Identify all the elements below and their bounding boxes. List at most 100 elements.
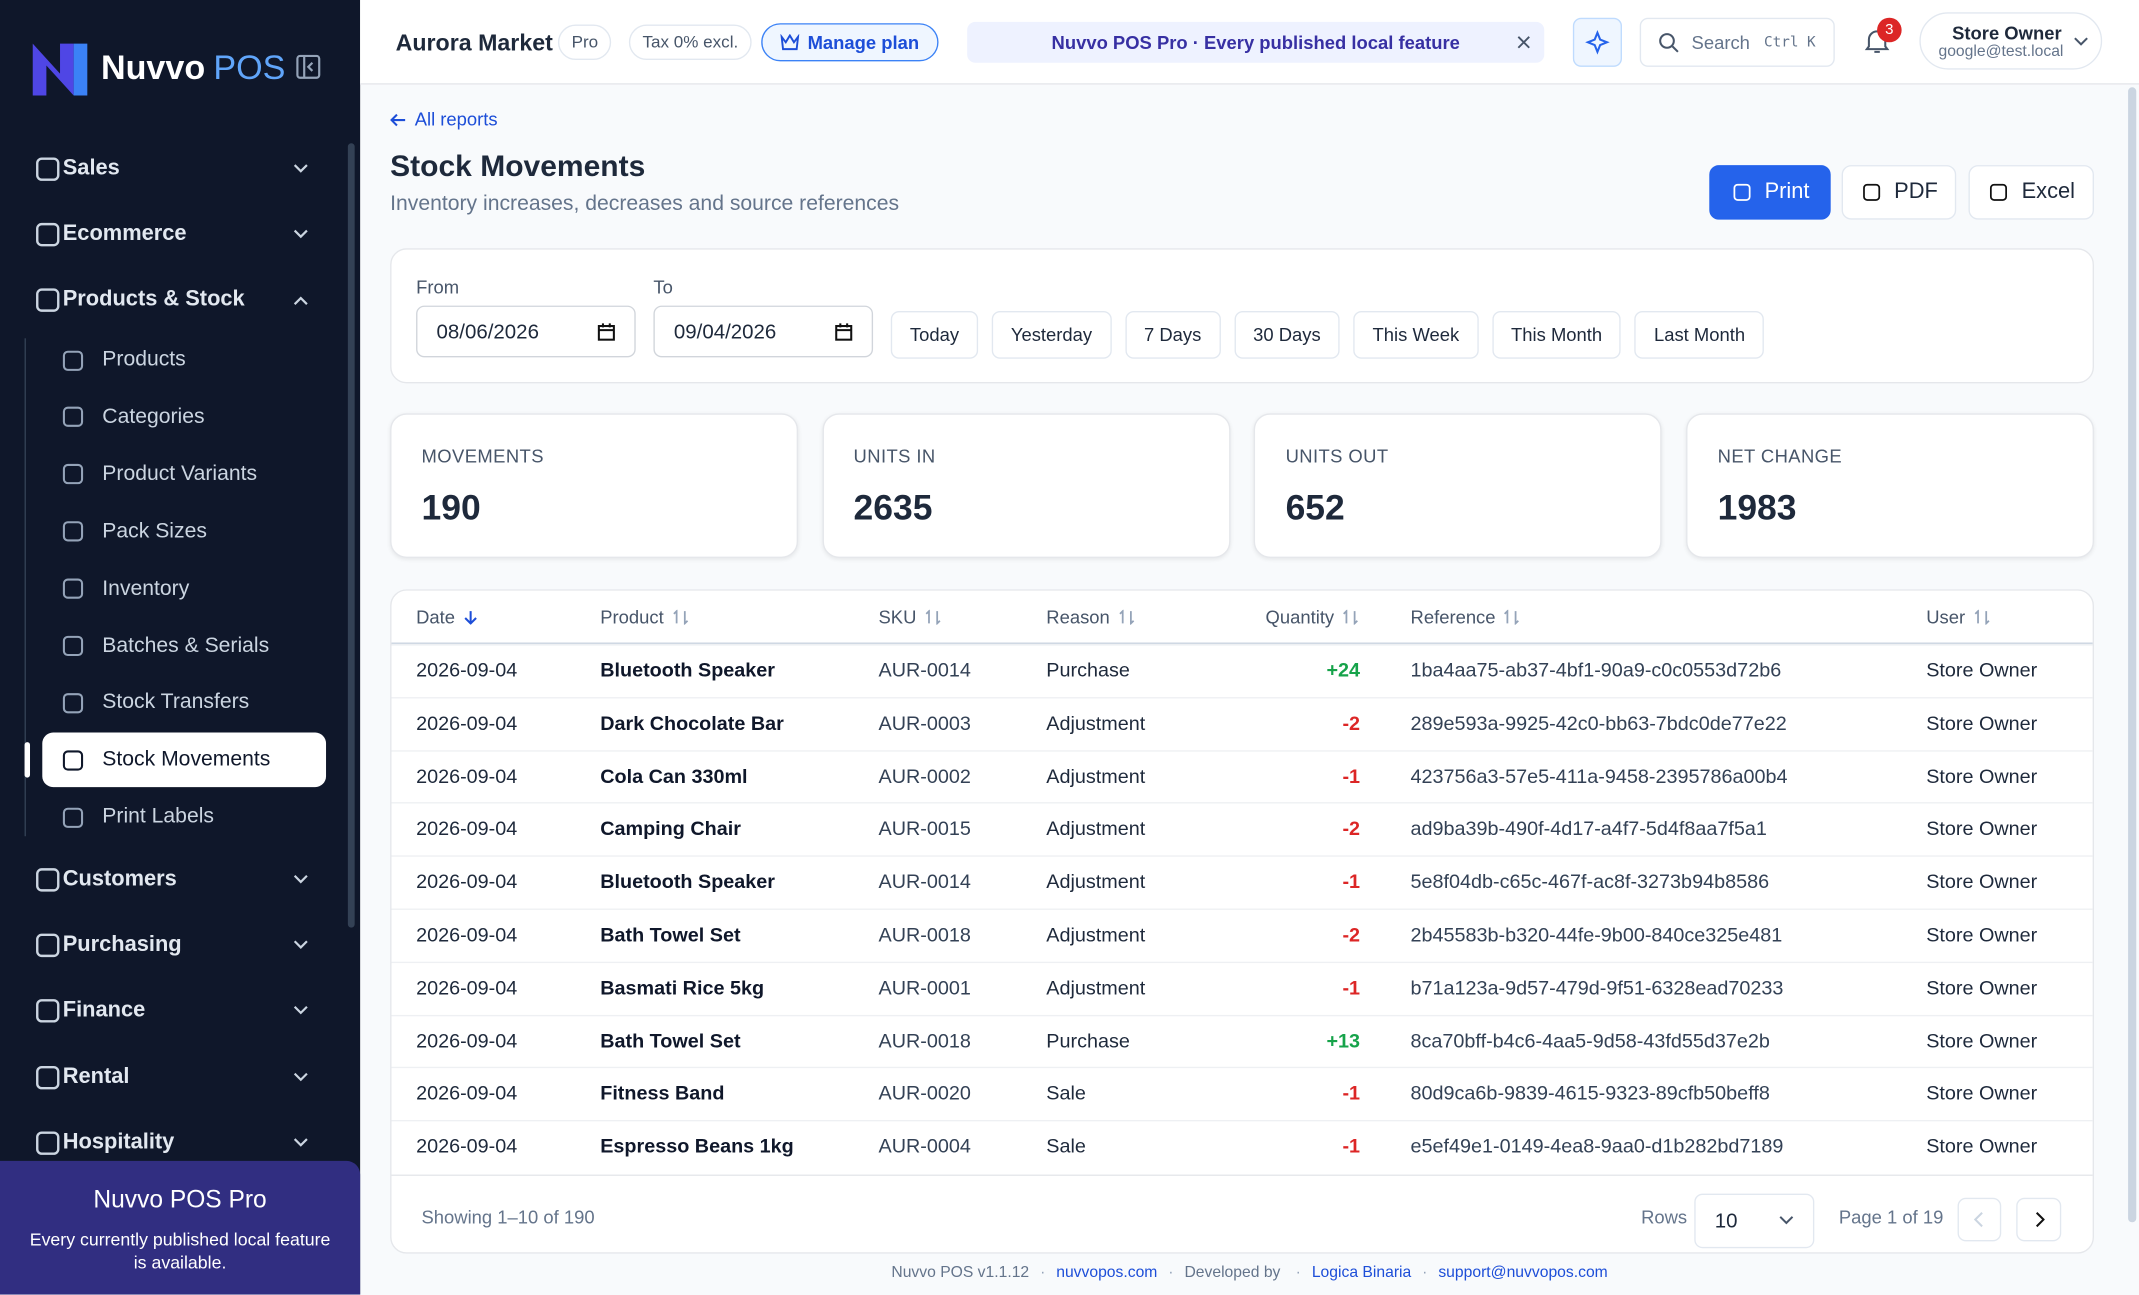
footer-dev[interactable]: Logica Binaria: [1285, 1265, 1412, 1281]
sort-icon: [1504, 609, 1520, 625]
column-label: Quantity: [1265, 607, 1335, 628]
nav-icon: [62, 750, 84, 771]
rows-select[interactable]: 10: [1694, 1193, 1815, 1249]
nav-item[interactable]: Purchasing: [33, 925, 317, 966]
collapse-button[interactable]: [296, 54, 321, 80]
nav-item[interactable]: Customers: [33, 859, 317, 900]
calendar-icon: [835, 322, 853, 341]
footer-support[interactable]: support@nuvvopos.com: [1411, 1265, 1607, 1281]
search-box[interactable]: Search Ctrl K: [1639, 17, 1835, 67]
preset-button[interactable]: This Month: [1491, 311, 1622, 359]
table-cell: 2b45583b-b320-44fe-9b00-840ce325e481: [1410, 924, 1783, 947]
nav-item[interactable]: Finance: [33, 990, 317, 1031]
stat-value: 2635: [853, 487, 933, 528]
table-cell: AUR-0004: [878, 1136, 971, 1159]
submenu-line: [24, 338, 26, 837]
column-header[interactable]: SKU: [879, 591, 941, 644]
sort-desc-icon: [463, 611, 477, 625]
nav-subitem[interactable]: Stock Transfers: [60, 683, 319, 724]
column-header[interactable]: User: [1926, 591, 1989, 644]
rows-chevron: [1779, 1216, 1794, 1225]
nav-sublabel: Print Labels: [102, 805, 214, 829]
column-header[interactable]: Product: [600, 591, 688, 644]
back-icon: [390, 113, 406, 126]
preset-button[interactable]: This Week: [1353, 311, 1479, 359]
column-header[interactable]: Reference: [1411, 591, 1521, 644]
column-header[interactable]: Reason: [1046, 591, 1134, 644]
table-cell: Adjustment: [1046, 713, 1146, 736]
stat-card: UNITS OUT 652: [1254, 413, 1663, 558]
nav-subitem[interactable]: Inventory: [60, 568, 319, 609]
footer-site[interactable]: nuvvopos.com: [1029, 1265, 1157, 1281]
next-page[interactable]: [2016, 1197, 2062, 1242]
nav-item[interactable]: Hospitality: [33, 1123, 317, 1164]
table-cell: 2026-09-04: [416, 1083, 518, 1106]
table-cell: 80d9ca6b-9839-4615-9323-89cfb50beff8: [1410, 1083, 1770, 1106]
from-date[interactable]: 08/06/2026: [416, 305, 636, 358]
crown-icon: [780, 34, 800, 51]
table-cell: Fitness Band: [600, 1083, 725, 1106]
nav-subitem[interactable]: Products: [60, 340, 319, 381]
column-header[interactable]: Quantity: [1266, 591, 1359, 644]
brand[interactable]: Nuvvo POS: [27, 35, 285, 100]
table-cell: Adjustment: [1046, 977, 1146, 1000]
column-header[interactable]: Date: [416, 591, 477, 644]
table-cell: -1: [1342, 977, 1361, 1000]
preset-button[interactable]: Last Month: [1634, 311, 1765, 359]
nav-subitem[interactable]: Stock Movements: [42, 732, 327, 788]
preset-button[interactable]: Today: [890, 311, 979, 359]
action-button[interactable]: Print: [1709, 165, 1831, 220]
promo: Nuvvo POS Pro Every currently published …: [0, 1160, 361, 1295]
nav-icon: [62, 521, 84, 542]
nav-item[interactable]: Sales: [33, 149, 317, 190]
ai-button[interactable]: [1572, 17, 1622, 67]
nav-icon: [36, 1131, 60, 1155]
manage-plan-label: Manage plan: [807, 32, 920, 53]
nav-icon: [36, 1065, 60, 1090]
table-cell: Bluetooth Speaker: [600, 660, 775, 683]
nav-item[interactable]: Products & Stock: [33, 280, 317, 321]
header: Aurora Market Pro Tax 0% excl. Manage pl…: [360, 0, 2139, 85]
sparkle-icon: [1585, 30, 1610, 55]
nav-subitem[interactable]: Batches & Serials: [60, 625, 319, 666]
nav-item[interactable]: Ecommerce: [33, 214, 317, 255]
preset-button[interactable]: 30 Days: [1234, 311, 1340, 359]
column-label: Date: [416, 607, 455, 628]
table-cell: Bluetooth Speaker: [600, 871, 775, 894]
nav-subitem[interactable]: Categories: [60, 397, 319, 438]
table-cell: Store Owner: [1926, 871, 2038, 894]
nav-icon: [62, 635, 84, 657]
nav-icon: [62, 407, 84, 428]
active-indicator: [24, 742, 31, 778]
user-menu[interactable]: Store Owner google@test.local: [1919, 12, 2103, 70]
footer-dev-label: Developed by: [1184, 1264, 1281, 1281]
nav-subitem[interactable]: Print Labels: [60, 797, 319, 838]
table-cell: Camping Chair: [600, 819, 741, 841]
sort-icon: [1118, 609, 1134, 625]
nav-icon: [36, 157, 60, 181]
table-cell: b71a123a-9d57-479d-9f51-6328ead70233: [1410, 977, 1784, 1000]
table-cell: Store Owner: [1926, 977, 2038, 1000]
action-label: Print: [1764, 180, 1810, 204]
nav-subitem[interactable]: Product Variants: [60, 454, 319, 495]
sort-icon: [925, 609, 941, 625]
table-cell: -1: [1342, 1136, 1361, 1159]
nav-sublabel: Batches & Serials: [102, 633, 270, 657]
page-title: Stock Movements: [390, 148, 646, 183]
action-button[interactable]: PDF: [1841, 165, 1957, 220]
nav-sublabel: Pack Sizes: [102, 519, 207, 543]
preset-buttons: Today Yesterday 7 Days 30 Days This Week This…: [890, 311, 1765, 359]
nav-chevron: [293, 164, 308, 173]
manage-plan-button[interactable]: Manage plan: [761, 23, 939, 62]
to-date[interactable]: 09/04/2026: [653, 305, 874, 358]
prev-page[interactable]: [1957, 1197, 2002, 1242]
nav-subitem[interactable]: Pack Sizes: [60, 511, 319, 552]
nav-item[interactable]: Rental: [33, 1057, 317, 1098]
column-label: Reason: [1046, 607, 1110, 628]
nav-label: Finance: [62, 998, 146, 1022]
action-button[interactable]: Excel: [1968, 165, 2094, 220]
back-link[interactable]: All reports: [390, 109, 498, 130]
preset-button[interactable]: 7 Days: [1124, 311, 1221, 359]
banner-close[interactable]: [1517, 35, 1531, 49]
preset-button[interactable]: Yesterday: [991, 311, 1112, 359]
